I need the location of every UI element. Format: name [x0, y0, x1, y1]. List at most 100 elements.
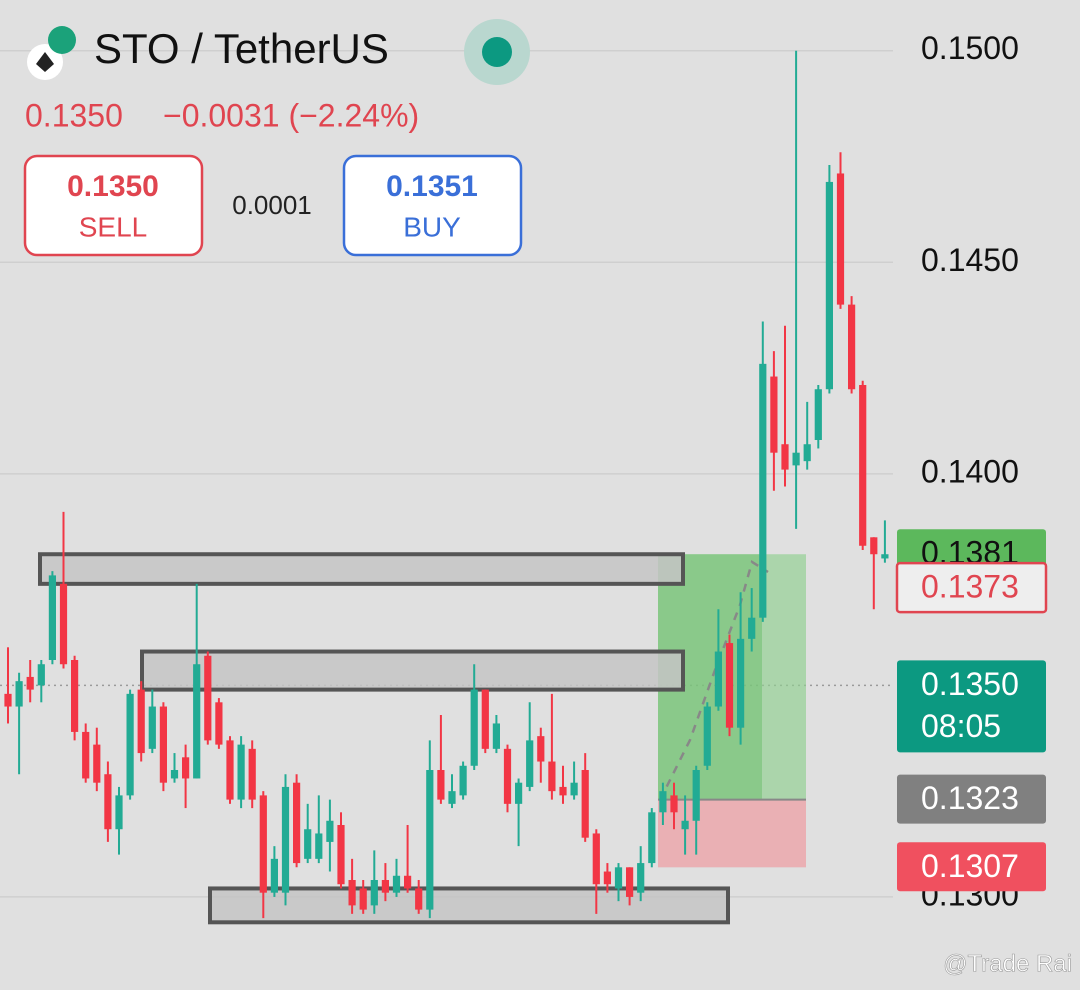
candle-body [592, 833, 600, 885]
candle-body [381, 880, 389, 893]
candle-body [115, 795, 123, 830]
buy-button[interactable] [342, 154, 523, 257]
candle-body [248, 748, 256, 800]
candle-body [326, 820, 334, 842]
price-marker-label: 0.1350 [921, 666, 1019, 702]
candle-body [737, 638, 745, 728]
candle-body [237, 744, 245, 800]
countdown: 08:05 [921, 708, 1001, 744]
candle-body [548, 761, 556, 792]
candle-body [392, 875, 401, 893]
candle-body [281, 786, 290, 893]
candle-body [481, 689, 489, 749]
candle-body [126, 693, 134, 796]
candle-body [370, 880, 378, 906]
candle-body [848, 304, 856, 390]
candle-body [725, 643, 734, 728]
loss-zone [658, 799, 806, 868]
sell-price: 0.1350 [67, 170, 159, 203]
candle-body [770, 376, 778, 453]
candle-body [304, 829, 312, 859]
buy-label: BUY [403, 211, 461, 242]
watermark: @Trade Rai [943, 950, 1072, 977]
candle-body [148, 706, 156, 749]
candle-body [437, 770, 445, 800]
candle-body [648, 812, 656, 864]
coin-logo-mark [36, 52, 54, 72]
projection-path [658, 560, 769, 801]
candle-body [415, 888, 423, 910]
price-marker [897, 842, 1046, 892]
candle-body [559, 786, 567, 796]
spread: 0.0001 [232, 190, 312, 220]
candle-body [348, 880, 356, 906]
price-marker-label: 0.1373 [921, 569, 1019, 605]
y-tick-label: 0.1500 [921, 30, 1019, 66]
candle-body [159, 706, 167, 783]
candle-body [448, 791, 456, 804]
candle-body [359, 888, 367, 910]
candle-body [137, 689, 145, 754]
candle-body [459, 765, 467, 796]
y-tick-label: 0.1450 [921, 242, 1019, 278]
candle-body [170, 770, 179, 779]
candle-body [659, 791, 667, 813]
price-marker [897, 660, 1046, 753]
candle-body [426, 770, 434, 910]
candle-body [71, 660, 79, 732]
candle-body [404, 875, 412, 889]
sell-label: SELL [79, 211, 148, 242]
candle-body [526, 740, 534, 787]
candle-body [781, 444, 789, 470]
candle-body [337, 825, 345, 885]
sell-button[interactable] [23, 154, 204, 257]
candle-body [748, 617, 756, 639]
price-marker-label: 0.1323 [921, 780, 1019, 816]
candle-body [603, 871, 611, 885]
candle-body [703, 706, 711, 766]
candle-body [204, 655, 212, 741]
candle-body [881, 554, 889, 559]
candle-body [215, 702, 223, 745]
price-change: −0.0031 (−2.24%) [163, 97, 419, 133]
candle-body [470, 689, 478, 766]
candle-body [259, 795, 267, 893]
candle-body [104, 774, 112, 830]
candle-body [814, 389, 822, 440]
price-marker [897, 774, 1046, 824]
last-price: 0.1350 [25, 97, 123, 133]
buy-price: 0.1351 [386, 170, 478, 203]
symbol: STO / TetherUS [94, 25, 389, 72]
candle-body [37, 664, 45, 686]
zone [208, 886, 730, 925]
price-marker-label: 0.1307 [921, 848, 1019, 884]
candle-body [59, 583, 68, 665]
price-marker [895, 561, 1048, 614]
candle-body [270, 858, 278, 893]
candle-body [570, 782, 578, 796]
candle-body [93, 744, 101, 783]
candle-body [714, 651, 722, 707]
candle-body [692, 770, 700, 821]
tether-badge [48, 26, 76, 54]
candle-body [15, 681, 23, 707]
zone [140, 649, 685, 692]
candle-body [492, 723, 500, 749]
candle-body [503, 748, 512, 804]
candle-body [537, 736, 545, 762]
candle-body [515, 782, 523, 804]
candle-body [626, 867, 634, 897]
candle-body [825, 181, 833, 390]
candle-body [803, 444, 811, 462]
candle-body [637, 863, 645, 893]
candle-body [792, 452, 800, 466]
status-dot [482, 37, 512, 67]
candle-body [182, 757, 190, 779]
candle-body [581, 770, 589, 838]
candle-body [26, 676, 34, 690]
candle-body [315, 833, 323, 859]
header: STO / TetherUS 0.1350 −0.0031 (−2.24%) 0… [23, 19, 530, 257]
plot-area [0, 50, 893, 925]
